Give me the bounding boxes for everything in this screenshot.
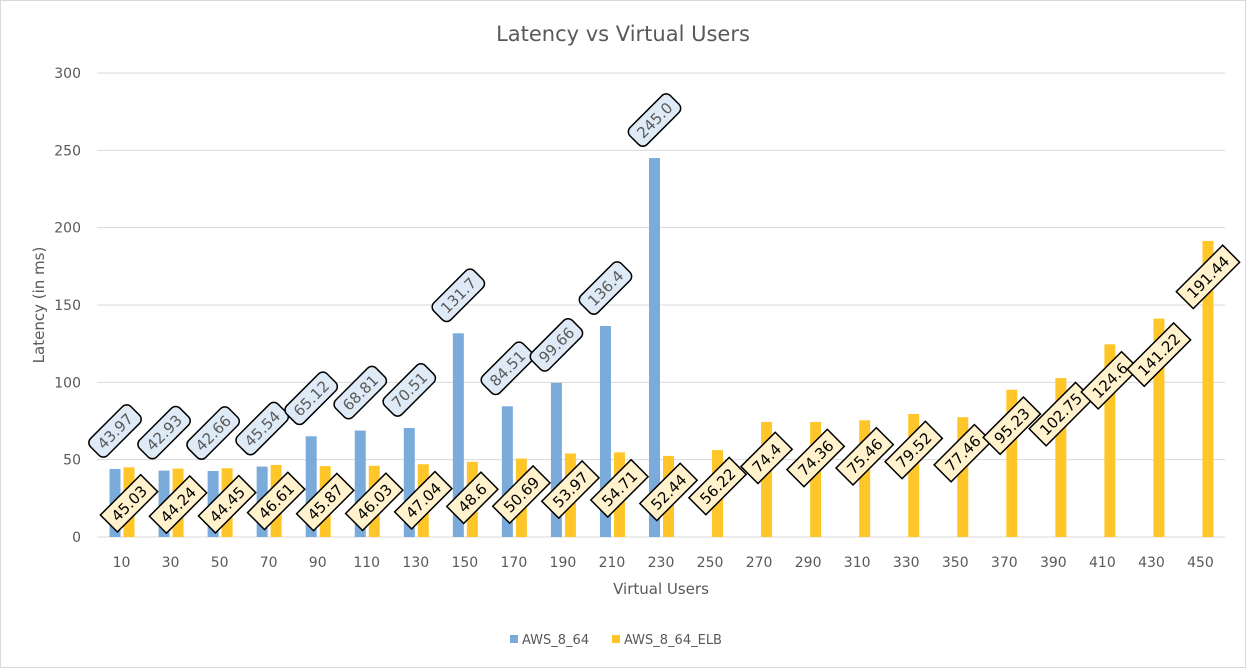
y-tick-label: 150 [54,298,81,314]
bar-aws-8-64-elb [1153,318,1165,537]
data-label: 136.4 [578,261,633,315]
bar-aws-8-64-elb [1104,344,1116,537]
x-tick-label: 410 [1089,555,1116,571]
x-tick-label: 150 [451,555,478,571]
data-label: 74.4 [739,431,794,485]
data-label: 99.66 [529,317,584,372]
bar-aws-8-64-elb [761,421,773,537]
x-tick-label: 170 [501,555,528,571]
bar-aws-8-64-elb [908,414,920,537]
data-label: 245.0 [627,93,682,147]
y-tick-label: 0 [72,530,81,546]
bar-aws-8-64 [550,382,562,537]
data-label: 131.7 [431,268,486,323]
data-label: 45.54 [235,401,290,456]
bar-aws-8-64-elb [859,420,871,537]
y-tick-label: 250 [54,143,81,159]
y-tick-label: 50 [63,453,81,469]
x-tick-label: 350 [942,555,969,571]
legend-swatch [612,635,620,643]
bar-aws-8-64 [354,430,366,537]
legend-swatch [510,635,518,643]
bar-aws-8-64 [599,326,611,537]
data-label: 68.81 [333,365,388,420]
bar-aws-8-64-elb [1055,378,1067,537]
x-tick-label: 250 [697,555,724,571]
x-tick-label: 430 [1138,555,1165,571]
bar-aws-8-64-elb [957,417,969,537]
x-tick-label: 130 [402,555,429,571]
bar-aws-8-64-elb [810,421,822,537]
bar-aws-8-64 [403,427,415,537]
x-tick-label: 310 [844,555,871,571]
x-tick-label: 210 [599,555,626,571]
bar-aws-8-64 [305,436,317,537]
y-tick-label: 300 [54,66,81,82]
x-tick-label: 50 [211,555,229,571]
x-tick-label: 270 [746,555,773,571]
data-label: 75.46 [834,426,895,486]
data-label: 84.51 [480,341,535,396]
x-tick-label: 90 [309,555,327,571]
x-tick-label: 230 [648,555,675,571]
y-axis-label: Latency (in ms) [30,247,48,364]
x-tick-label: 70 [260,555,278,571]
bar-aws-8-64 [649,158,660,538]
y-tick-label: 100 [54,375,81,391]
x-tick-label: 190 [550,555,577,571]
x-tick-label: 390 [1040,555,1067,571]
bar-aws-8-64-elb [1006,389,1018,537]
bar-aws-8-64 [501,406,513,537]
data-label: 65.12 [284,371,339,426]
data-label: 42.66 [186,406,241,460]
x-tick-label: 110 [353,555,380,571]
data-label: 43.97 [88,404,142,458]
legend-item: AWS_8_64_ELB [612,633,722,648]
data-label: 46.03 [344,472,404,532]
y-tick-label: 200 [54,221,81,237]
legend-item: AWS_8_64 [510,633,589,648]
x-tick-label: 370 [991,555,1018,571]
legend-label: AWS_8_64_ELB [624,633,722,648]
data-label: 70.51 [382,363,437,417]
x-axis-label: Virtual Users [613,580,709,598]
data-label: 42.93 [137,405,191,460]
chart-title: Latency vs Virtual Users [496,22,750,46]
bar-aws-8-64 [452,333,464,537]
bar-aws-8-64-elb [1202,240,1214,537]
x-tick-label: 290 [795,555,822,571]
x-tick-label: 450 [1187,555,1214,571]
x-tick-label: 10 [113,555,131,571]
x-tick-label: 30 [162,555,180,571]
legend-label: AWS_8_64 [522,633,589,648]
x-tick-label: 330 [893,555,920,571]
